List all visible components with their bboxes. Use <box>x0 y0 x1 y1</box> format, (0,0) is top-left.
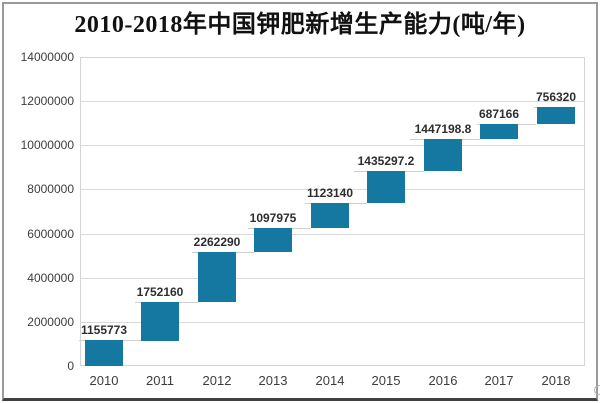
y-gridline <box>80 189 585 190</box>
bar-value-label: 1155773 <box>80 323 128 337</box>
y-gridline <box>80 234 585 235</box>
y-axis-tick-label: 14000000 <box>20 50 74 64</box>
chart-bar-2013 <box>254 228 292 252</box>
y-axis-tick-label: 12000000 <box>20 94 74 108</box>
x-axis-tick-label: 2010 <box>89 373 119 388</box>
chart-bar-2016 <box>424 139 462 171</box>
y-axis-tick-label: 6000000 <box>27 227 74 241</box>
x-axis-tick-label: 2011 <box>146 373 174 388</box>
chart-bar-2015 <box>367 171 405 203</box>
x-axis-tick-label: 2012 <box>202 373 232 388</box>
x-axis-tick-label: 2018 <box>541 373 571 388</box>
bar-value-label: 1097975 <box>249 211 297 225</box>
plot-area <box>80 57 585 366</box>
chart-bar-2017 <box>480 124 518 139</box>
bar-value-label: 1752160 <box>136 285 184 299</box>
x-axis-tick-label: 2016 <box>428 373 458 388</box>
x-axis-tick-label: 2015 <box>371 373 401 388</box>
x-axis-tick-label: 2014 <box>315 373 345 388</box>
bar-value-label: 1447198.8 <box>414 122 472 136</box>
chart-bar-2014 <box>311 203 349 228</box>
y-axis-tick-label: 8000000 <box>27 182 74 196</box>
bar-value-label: 756320 <box>535 90 577 104</box>
y-gridline <box>80 145 585 146</box>
chart-bar-2011 <box>141 302 179 341</box>
chart-bar-2018 <box>537 107 575 124</box>
bar-value-label: 687166 <box>478 107 520 121</box>
bar-value-label: 2262290 <box>193 235 241 249</box>
chart-bar-2010 <box>85 340 123 366</box>
y-gridline <box>80 278 585 279</box>
y-gridline <box>80 101 585 102</box>
y-axis-tick-label: 10000000 <box>20 138 74 152</box>
x-axis-tick-label: 2017 <box>484 373 514 388</box>
y-axis-tick-label: 2000000 <box>27 315 74 329</box>
bar-value-label: 1123140 <box>306 186 354 200</box>
watermark-fragment <box>594 385 600 395</box>
y-axis-tick-label: 4000000 <box>27 271 74 285</box>
chart-bar-2012 <box>198 252 236 302</box>
y-axis-tick-label: 0 <box>67 359 74 373</box>
chart-title: 2010-2018年中国钾肥新增生产能力(吨/年) <box>74 12 526 38</box>
y-gridline <box>80 322 585 323</box>
x-axis-tick-label: 2013 <box>258 373 288 388</box>
bar-value-label: 1435297.2 <box>357 154 415 168</box>
